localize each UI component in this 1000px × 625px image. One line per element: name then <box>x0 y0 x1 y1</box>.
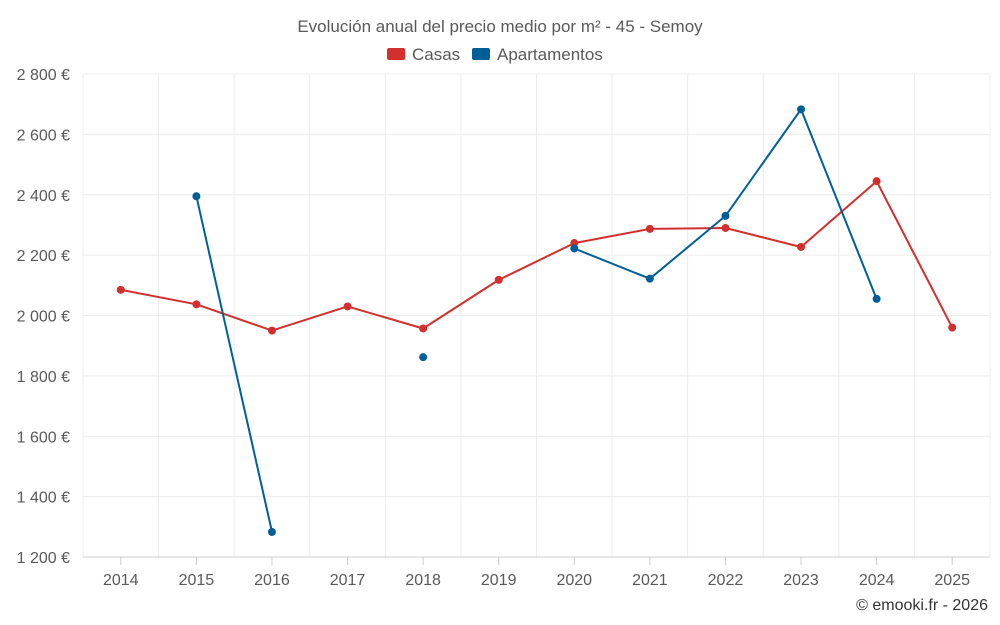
x-tick-label: 2022 <box>708 572 744 589</box>
legend: Casas Apartamentos <box>387 45 603 64</box>
chart-title: Evolución anual del precio medio por m² … <box>297 17 703 36</box>
grid <box>82 73 991 558</box>
data-point-casas-2022[interactable] <box>721 223 730 232</box>
x-tick-label: 2016 <box>254 572 290 589</box>
series-line-apartamentos <box>573 108 878 300</box>
y-tick-label: 2 200 € <box>17 248 70 265</box>
y-tick-label: 1 200 € <box>17 550 70 567</box>
legend-label-apartamentos: Apartamentos <box>497 45 603 64</box>
x-tick-label: 2025 <box>934 572 970 589</box>
x-tick-label: 2018 <box>405 572 441 589</box>
data-point-apartamentos-2021[interactable] <box>645 274 654 283</box>
data-point-apartamentos-2023[interactable] <box>797 105 806 114</box>
data-point-casas-2023[interactable] <box>797 242 806 251</box>
series-line-apartamentos <box>195 196 273 533</box>
data-point-apartamentos-2024[interactable] <box>872 294 881 303</box>
data-point-casas-2014[interactable] <box>116 285 125 294</box>
legend-item-apartamentos[interactable]: Apartamentos <box>472 45 603 64</box>
data-point-apartamentos-2020[interactable] <box>570 244 579 253</box>
x-tick-label: 2019 <box>481 572 517 589</box>
data-point-casas-2025[interactable] <box>948 323 957 332</box>
axes: 1 200 € 1 400 € 1 600 € 1 800 € 2 000 € 2 200… <box>17 67 990 589</box>
x-tick-label: 2017 <box>330 572 366 589</box>
legend-swatch-casas <box>387 48 405 60</box>
data-point-apartamentos-2016[interactable] <box>267 527 276 536</box>
series-casas <box>116 177 957 335</box>
y-tick-label: 1 800 € <box>17 369 70 386</box>
data-point-apartamentos-2018[interactable] <box>419 353 428 362</box>
data-point-casas-2024[interactable] <box>872 177 881 186</box>
credit-text: © emooki.fr - 2026 <box>856 597 988 614</box>
legend-item-casas[interactable]: Casas <box>387 45 460 64</box>
x-tick-label: 2024 <box>859 572 895 589</box>
data-point-casas-2021[interactable] <box>645 224 654 233</box>
data-point-apartamentos-2015[interactable] <box>192 192 201 201</box>
x-tick-label: 2020 <box>556 572 592 589</box>
data-point-casas-2015[interactable] <box>192 300 201 309</box>
y-tick-label: 2 000 € <box>17 309 70 326</box>
legend-label-casas: Casas <box>412 45 460 64</box>
y-tick-label: 2 800 € <box>17 67 70 84</box>
y-tick-label: 2 400 € <box>17 188 70 205</box>
data-point-apartamentos-2022[interactable] <box>721 211 730 220</box>
data-point-casas-2019[interactable] <box>494 275 503 284</box>
data-point-casas-2018[interactable] <box>419 324 428 333</box>
series-apartamentos <box>192 105 881 536</box>
x-tick-label: 2014 <box>103 572 139 589</box>
data-point-casas-2016[interactable] <box>267 326 276 335</box>
y-tick-label: 2 600 € <box>17 127 70 144</box>
y-tick-label: 1 400 € <box>17 490 70 507</box>
data-point-casas-2017[interactable] <box>343 302 352 311</box>
y-tick-label: 1 600 € <box>17 429 70 446</box>
legend-swatch-apartamentos <box>472 48 490 60</box>
series-line-casas <box>120 180 954 332</box>
series <box>116 105 957 536</box>
x-tick-label: 2021 <box>632 572 668 589</box>
x-tick-label: 2015 <box>179 572 215 589</box>
x-tick-label: 2023 <box>783 572 819 589</box>
